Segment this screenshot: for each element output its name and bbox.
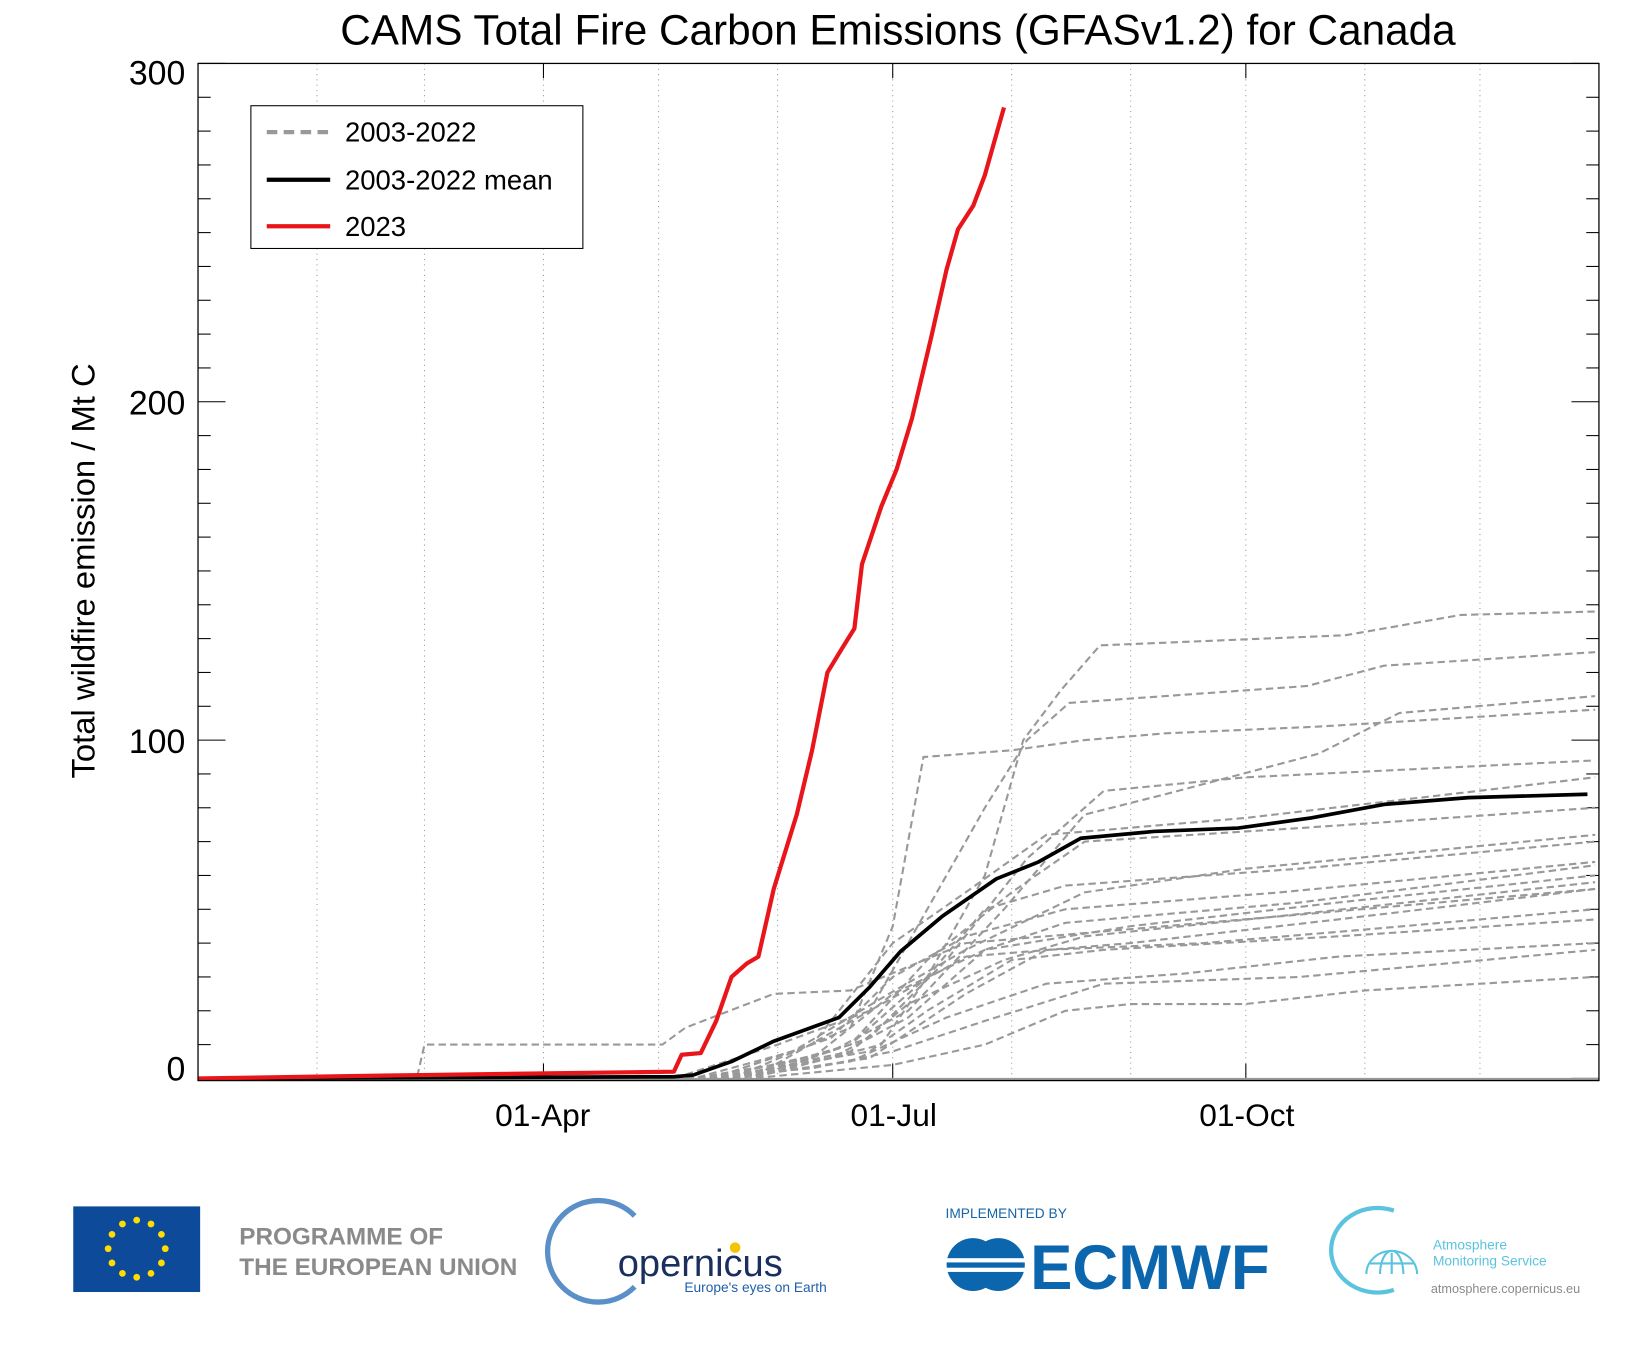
- legend-label-past-years: 2003-2022: [345, 117, 476, 148]
- eu-star-icon: [108, 1231, 116, 1238]
- series-line-past-year: [198, 887, 1596, 1080]
- series-line-past-year: [198, 806, 1596, 1080]
- legend: 2003-2022 2003-2022 mean 2023: [250, 105, 584, 249]
- cams-url: atmosphere.copernicus.eu: [1431, 1282, 1580, 1296]
- eu-star-icon: [147, 1220, 155, 1228]
- eu-star-icon: [119, 1220, 126, 1228]
- ecmwf-name: ECMWF: [1030, 1233, 1270, 1303]
- eu-star-icon: [133, 1273, 141, 1281]
- y-axis-label: Total wildfire emission / Mt C: [64, 363, 101, 778]
- series-line-past-year: [198, 948, 1596, 1080]
- y-tick-label-0: 0: [167, 1051, 186, 1089]
- eu-star-icon: [108, 1259, 116, 1267]
- copernicus-dot-icon: [729, 1242, 741, 1253]
- ecmwf-implemented-by: IMPLEMENTED BY: [946, 1206, 1067, 1221]
- series-layer: [197, 106, 1599, 1082]
- ecmwf-logo: IMPLEMENTED BY ECMWF: [944, 1206, 1270, 1303]
- cams-line2: Monitoring Service: [1433, 1254, 1547, 1269]
- cams-logo: Atmosphere Monitoring Service atmosphere…: [1329, 1205, 1580, 1296]
- eu-star-icon: [133, 1216, 141, 1224]
- x-tick-label-apr: 01-Apr: [495, 1097, 591, 1133]
- series-line-past-year: [198, 918, 1596, 1080]
- plot-frame: [197, 62, 1600, 1082]
- eu-star-icon: [119, 1270, 126, 1277]
- copernicus-arc-icon: [545, 1197, 637, 1305]
- eu-stars-icon: [104, 1216, 169, 1281]
- legend-label-2023: 2023: [345, 211, 406, 242]
- legend-box: [250, 105, 584, 249]
- eu-star-icon: [161, 1245, 169, 1253]
- eu-star-icon: [104, 1245, 112, 1253]
- legend-label-mean: 2003-2022 mean: [345, 164, 553, 195]
- eu-programme-line1: PROGRAMME OF: [239, 1223, 443, 1250]
- copernicus-name: opernicus: [618, 1243, 783, 1285]
- ecmwf-symbol-stripe: [944, 1258, 1027, 1263]
- x-tick-label-oct: 01-Oct: [1199, 1097, 1294, 1133]
- series-line-past-year: [198, 759, 1596, 1080]
- series-line-past-year: [198, 975, 1596, 1080]
- series-line-past-year: [198, 860, 1596, 1080]
- eu-logo: PROGRAMME OF THE EUROPEAN UNION: [73, 1206, 517, 1293]
- copernicus-tagline: Europe's eyes on Earth: [684, 1280, 826, 1295]
- series-line-past-year: [198, 887, 1596, 1080]
- series-line-past-year: [198, 840, 1596, 1080]
- series-line-past-year: [198, 610, 1596, 1080]
- series-line-2023: [197, 106, 1007, 1081]
- eu-star-icon: [147, 1270, 155, 1277]
- eu-programme-line2: THE EUROPEAN UNION: [239, 1254, 517, 1281]
- series-line-past-year: [198, 942, 1596, 1080]
- cams-globe-icon: [1365, 1249, 1419, 1275]
- ecmwf-symbol-right-icon: [971, 1238, 1025, 1291]
- cams-arc-icon: [1329, 1205, 1395, 1295]
- series-line-past-year: [198, 833, 1596, 1080]
- series-line-past-year: [198, 708, 1596, 1080]
- y-tick-label-300: 300: [129, 55, 185, 93]
- cams-line1: Atmosphere: [1433, 1238, 1507, 1253]
- copernicus-logo: opernicus Europe's eyes on Earth: [545, 1197, 827, 1305]
- y-tick-label-200: 200: [129, 384, 185, 422]
- eu-star-icon: [158, 1259, 165, 1267]
- y-tick-label-100: 100: [129, 723, 185, 761]
- series-line-past-year: [198, 776, 1596, 1080]
- series-line-mean: [198, 792, 1588, 1081]
- chart-title: CAMS Total Fire Carbon Emissions (GFASv1…: [340, 6, 1456, 53]
- x-tick-label-jul: 01-Jul: [851, 1097, 937, 1133]
- eu-star-icon: [158, 1231, 165, 1238]
- ecmwf-symbol-stripe: [944, 1267, 1027, 1272]
